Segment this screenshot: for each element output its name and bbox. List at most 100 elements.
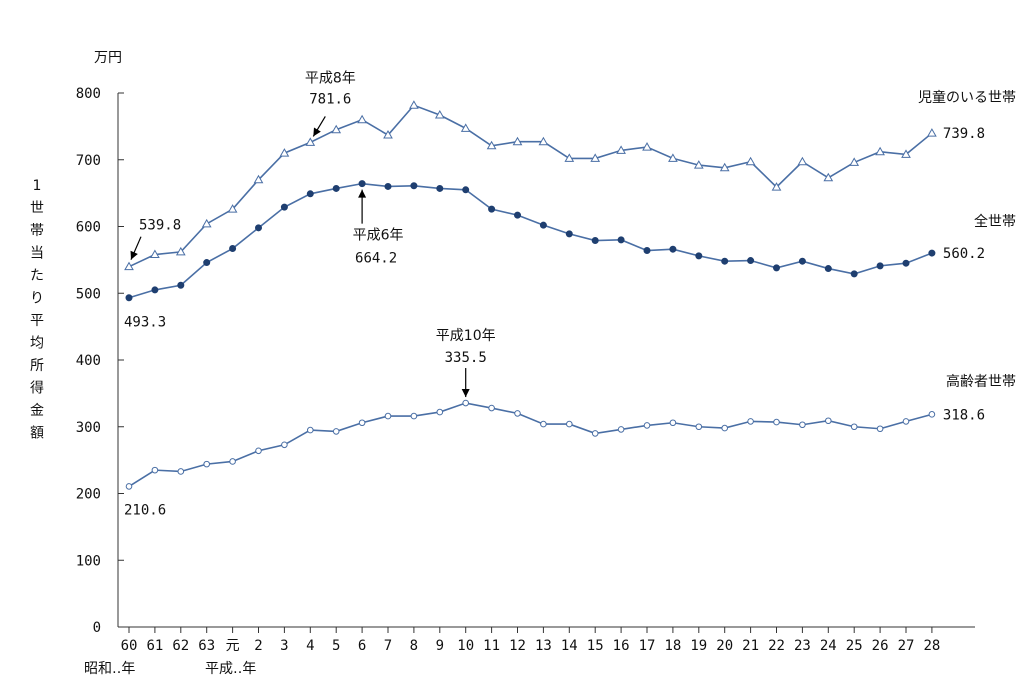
data-point [279, 148, 290, 157]
data-point [203, 460, 210, 468]
x-tick-label: 61 [146, 638, 163, 654]
annotation-value: 210.6 [124, 502, 166, 518]
data-point [410, 182, 418, 190]
data-point [384, 182, 392, 190]
x-tick-label: 4 [306, 638, 314, 654]
data-point [177, 281, 185, 289]
data-point [384, 412, 392, 420]
x-tick-label: 17 [639, 638, 656, 654]
x-tick-label: 3 [280, 638, 288, 654]
x-tick-label: 9 [436, 638, 444, 654]
data-point [540, 420, 547, 428]
data-point [177, 468, 185, 475]
data-point [850, 270, 858, 278]
x-tick-label: 23 [794, 638, 811, 654]
data-point [539, 221, 547, 229]
series-line-1 [128, 182, 933, 299]
x-tick-label: 元 [226, 638, 240, 654]
data-point [307, 426, 314, 434]
x-tick-label: 16 [613, 638, 630, 654]
y-tick-label: 100 [76, 553, 101, 569]
annotation-arrow-head [313, 127, 321, 137]
data-point [927, 128, 937, 137]
y-tick-label: 200 [76, 487, 101, 503]
data-point [434, 110, 445, 119]
data-point [151, 286, 159, 294]
data-point [590, 153, 601, 162]
data-point [125, 483, 133, 490]
y-tick-label: 800 [76, 86, 101, 102]
data-point [876, 425, 884, 433]
series-label-children: 児童のいる世帯 [918, 89, 1016, 106]
data-point [773, 418, 780, 426]
annotation-value: 335.5 [445, 350, 487, 366]
x-tick-label: 12 [509, 638, 526, 654]
data-point [797, 156, 808, 166]
annotation-label: 平成10年 [436, 328, 496, 344]
annotation-arrow-head [358, 189, 367, 198]
x-tick-label: 11 [483, 638, 500, 654]
data-point [227, 204, 238, 213]
data-point [201, 218, 212, 228]
x-tick-label: 15 [587, 638, 604, 654]
data-point [460, 123, 471, 132]
series-label-all: 全世帯 [974, 213, 1016, 230]
data-point [669, 419, 677, 427]
annotation-label: 平成8年 [305, 70, 356, 86]
x-tick-label: 28 [923, 638, 940, 654]
x-tick-label: 6 [358, 638, 366, 654]
data-point [305, 137, 316, 146]
x-tick-label: 21 [742, 638, 759, 654]
x-tick-label: 19 [690, 638, 707, 654]
data-point [306, 190, 314, 198]
data-point [643, 422, 651, 429]
x-tick-label: 22 [768, 638, 785, 654]
data-point [229, 458, 236, 465]
era-label-heisei: 平成‥年 [205, 661, 256, 677]
data-point [643, 247, 651, 255]
x-tick-label: 26 [872, 638, 889, 654]
data-point [745, 156, 756, 166]
data-point [616, 145, 626, 154]
data-point [255, 224, 262, 232]
data-point [255, 447, 262, 455]
y-axis-title: 1 世帯当たり平均所得金額 [30, 178, 44, 442]
annotation-value: 318.6 [943, 407, 985, 423]
series-line-2 [128, 402, 933, 488]
data-point [591, 430, 599, 437]
data-point [514, 211, 521, 219]
data-point [721, 257, 729, 265]
x-tick-label: 25 [846, 638, 863, 654]
y-ticks: 0 100 200 300 400 500 600 700 800 1 世帯当たり平均所得金額 [30, 86, 124, 636]
data-point [409, 100, 419, 109]
data-point [124, 261, 134, 271]
era-label-showa: 昭和‥年 [84, 661, 135, 677]
data-point [125, 294, 133, 302]
x-tick-label: 27 [898, 638, 915, 654]
data-point [358, 180, 366, 188]
data-point [591, 237, 599, 245]
x-tick-label: 18 [664, 638, 681, 654]
data-point [668, 153, 678, 162]
data-point [617, 236, 625, 244]
data-point [538, 136, 549, 146]
data-point [875, 146, 885, 156]
annotation-value: 539.8 [139, 218, 181, 234]
data-point [617, 426, 625, 433]
x-tick-label: 2 [254, 638, 262, 654]
data-point [566, 420, 573, 428]
data-point [747, 418, 754, 425]
x-tick-label: 14 [561, 638, 578, 654]
data-point [565, 230, 573, 238]
series-line-0 [128, 104, 933, 268]
y-tick-label: 500 [76, 286, 101, 302]
data-point [773, 264, 780, 272]
data-point [901, 149, 911, 158]
annotation-value: 560.2 [943, 246, 985, 262]
data-point [902, 259, 910, 267]
data-point [462, 399, 470, 407]
data-point [564, 153, 575, 162]
data-point [436, 184, 444, 192]
x-tick-label: 62 [172, 638, 189, 654]
data-point [253, 174, 264, 184]
